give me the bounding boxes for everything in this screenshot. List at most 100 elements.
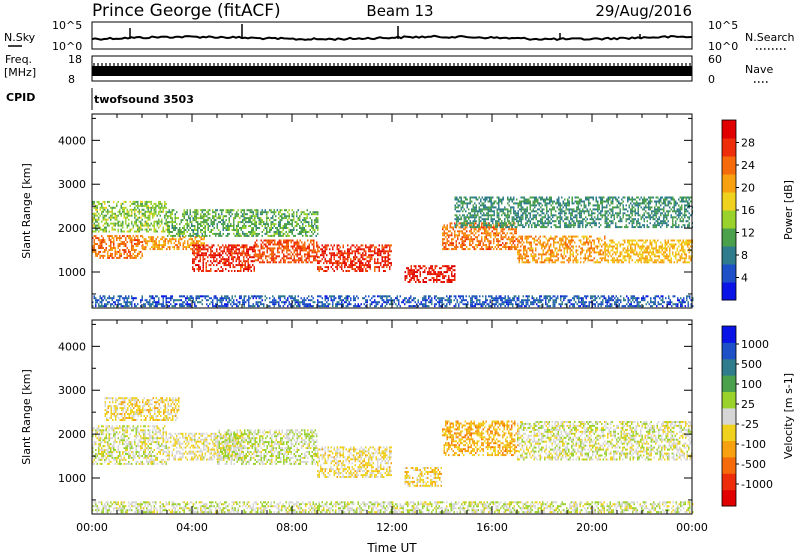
heatmap-cell [661,247,663,250]
heatmap-cell [137,206,139,209]
heatmap-cell [357,266,359,269]
heatmap-cell [569,257,571,260]
heatmap-cell [636,241,638,244]
heatmap-cell [93,230,95,233]
heatmap-cell [348,264,350,267]
heatmap-cell [544,220,546,223]
heatmap-cell [102,237,104,240]
heatmap-cell [371,258,373,261]
heatmap-cell [669,247,671,250]
heatmap-cell [577,202,579,205]
heatmap-cell [299,217,301,220]
heatmap-cell [186,225,188,227]
heatmap-cell [144,212,146,215]
heatmap-cell [246,248,248,251]
heatmap-cell [315,227,317,229]
heatmap-cell [171,231,173,233]
heatmap-cell [661,249,663,252]
heatmap-cell [525,214,527,217]
heatmap-cell [307,261,309,264]
heatmap-cell [685,253,687,256]
heatmap-cell [547,243,549,246]
heatmap-cell [176,232,178,235]
heatmap-cell [442,228,444,231]
heatmap-cell [383,266,385,269]
heatmap-cell [339,266,341,269]
heatmap-cell [95,212,97,215]
heatmap-cell [466,216,468,219]
heatmap-cell [478,228,480,231]
heatmap-cell [232,264,234,267]
heatmap-cell [102,208,104,211]
heatmap-cell [478,230,480,233]
heatmap-cell [678,245,680,248]
heatmap-cell [563,235,565,238]
heatmap-cell [275,223,277,226]
heatmap-cell [571,245,573,248]
heatmap-cell [446,232,448,235]
heatmap-cell [520,253,522,256]
heatmap-cell [545,259,547,262]
heatmap-cell [582,222,584,225]
heatmap-cell [442,244,444,247]
heatmap-cell [501,208,503,211]
heatmap-cell [682,261,684,264]
heatmap-cell [327,266,329,269]
heatmap-cell [466,204,468,207]
heatmap-cell [573,220,575,223]
heatmap-cell [464,232,466,235]
heatmap-cell [314,219,316,222]
heatmap-cell [560,243,562,246]
heatmap-cell [645,241,647,244]
heatmap-cell [158,242,160,245]
heatmap-cell [252,248,254,251]
heatmap-cell [179,242,181,245]
heatmap-cell [95,235,97,238]
heatmap-cell [666,255,668,258]
heatmap-cell [577,235,579,238]
heatmap-cell [225,262,227,265]
heatmap-cell [589,224,591,227]
heatmap-cell [645,249,647,252]
heatmap-cell [564,222,566,225]
heatmap-cell [484,244,486,247]
heatmap-cell [210,223,212,226]
heatmap-cell [222,225,224,227]
heatmap-cell [111,208,113,211]
heatmap-cell [311,234,313,237]
heatmap-cell [212,229,214,231]
heatmap-cell [296,211,298,214]
heatmap-cell [146,224,148,227]
heatmap-cell [622,257,624,260]
heatmap-cell [439,271,441,274]
heatmap-cell [299,239,301,242]
heatmap-cell [554,237,556,240]
heatmap-cell [307,251,309,254]
heatmap-cell [561,208,563,211]
heatmap-cell [577,208,579,211]
heatmap-cell [185,213,187,216]
heatmap-cell [509,246,511,249]
heatmap-cell [270,227,272,229]
heatmap-cell [660,241,662,244]
heatmap-cell [499,198,501,201]
heatmap-cell [287,219,289,222]
heatmap-cell [141,254,143,257]
heatmap-cell [110,214,112,217]
heatmap-cell [194,217,196,220]
heatmap-cell [269,239,271,242]
heatmap-cell [514,232,516,235]
heatmap-cell [155,246,157,249]
heatmap-cell [240,227,242,229]
heatmap-cell [120,230,122,233]
heatmap-cell [148,236,150,239]
heatmap-cell [105,243,107,245]
heatmap-cell [604,249,606,252]
heatmap-cell [481,202,483,205]
heatmap-cell [278,217,280,220]
heatmap-cell [654,259,656,262]
heatmap-cell [577,212,579,215]
heatmap-cell [192,250,194,253]
heatmap-cell [639,251,641,254]
heatmap-cell [152,206,154,209]
